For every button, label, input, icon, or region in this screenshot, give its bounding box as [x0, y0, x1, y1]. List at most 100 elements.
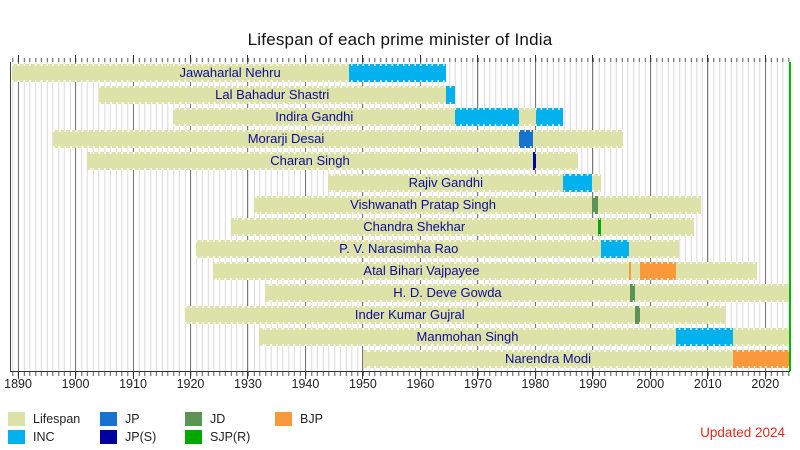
year-tick-dashes: [173, 124, 564, 126]
year-tick-dashes: [52, 130, 624, 132]
lifespan-bar: [362, 350, 790, 368]
decade-tick-bottom: [362, 372, 364, 379]
decade-gridline: [189, 62, 191, 371]
decade-tick-top: [247, 55, 249, 62]
pm-row: P. V. Narasimha Rao: [10, 240, 790, 258]
decade-tick-bottom: [132, 372, 134, 379]
decade-tick-top: [707, 55, 709, 62]
year-tick-dashes: [196, 256, 679, 258]
legend-item-BJP: BJP: [275, 410, 375, 428]
pm-name-label: Vishwanath Pratap Singh: [350, 197, 496, 212]
pm-row: Indira Gandhi: [10, 108, 790, 126]
decade-tick-bottom: [17, 372, 19, 379]
legend-label: JP: [125, 412, 140, 426]
legend-swatch: [275, 412, 292, 426]
decade-gridline: [17, 62, 19, 371]
year-tick-dashes: [213, 278, 758, 280]
decade-tick-bottom: [707, 372, 709, 379]
decade-tick-bottom: [247, 372, 249, 379]
decade-tick-bottom: [649, 372, 651, 379]
year-tick-dashes: [362, 366, 790, 368]
decade-tick-top: [362, 55, 364, 62]
x-tick-label: 2020: [751, 377, 780, 391]
x-tick-label: 2000: [636, 377, 665, 391]
year-tick-dashes: [213, 262, 758, 264]
plot-area: Jawaharlal Nehru Lal Bahadur Shastri Indir…: [10, 62, 791, 372]
decade-gridline: [75, 62, 77, 371]
decade-gridline: [592, 62, 594, 371]
year-tick-dashes: [230, 218, 694, 220]
pm-name-label: Inder Kumar Gujral: [354, 307, 465, 322]
decade-tick-top: [477, 55, 479, 62]
lifespan-bar: [52, 130, 624, 148]
lifespan-bar: [184, 306, 725, 324]
x-tick-label: 1910: [119, 377, 147, 391]
decade-tick-bottom: [75, 372, 77, 379]
lifespan-bar: [230, 218, 694, 236]
x-tick-label: 2010: [693, 377, 722, 391]
term-segment-SJP(R): [597, 218, 602, 236]
x-tick-label: 1930: [234, 377, 262, 391]
pm-row: Charan Singh: [10, 152, 790, 170]
legend-item-JD: JD: [185, 410, 275, 428]
term-segment-JD: [634, 306, 641, 324]
decade-gridline: [132, 62, 134, 371]
term-segment-INC: [601, 240, 630, 258]
year-tick-dashes: [87, 152, 578, 154]
legend: Lifespan INC JP JP(S) JD SJP(R) BJP: [8, 410, 375, 446]
term-segment-JD: [592, 196, 598, 214]
decade-tick-top: [132, 55, 134, 62]
term-segment-INC: [349, 64, 446, 82]
decade-gridline: [534, 62, 536, 371]
legend-swatch: [185, 412, 202, 426]
year-tick-dashes: [173, 108, 564, 110]
x-tick-label: 1970: [463, 377, 492, 391]
lifespan-bar: [98, 86, 456, 104]
legend-label: JP(S): [125, 430, 157, 444]
year-tick-dashes: [259, 344, 790, 346]
decade-tick-bottom: [534, 372, 536, 379]
decade-tick-top: [304, 55, 306, 62]
term-segment-INC: [445, 86, 456, 104]
x-tick-label: 1960: [406, 377, 435, 391]
x-tick-label: 1940: [291, 377, 320, 391]
decade-gridline: [419, 62, 421, 371]
year-tick-dashes: [196, 240, 679, 242]
year-tick-dashes: [328, 190, 601, 192]
lifespan-bar: [259, 328, 790, 346]
legend-swatch: [100, 412, 117, 426]
legend-label: JD: [210, 412, 226, 426]
term-segment-JD: [629, 284, 635, 302]
year-tick-dashes: [98, 86, 456, 88]
year-tick-dashes: [87, 168, 578, 170]
decade-tick-top: [592, 55, 594, 62]
pm-row: Jawaharlal Nehru: [10, 64, 790, 82]
updated-note: Updated 2024: [700, 425, 785, 440]
x-tick-label: 1950: [349, 377, 377, 391]
lifespan-bar: [87, 152, 578, 170]
year-tick-dashes: [328, 174, 601, 176]
lifespan-bar: [253, 196, 702, 214]
x-tick-label: 1920: [176, 377, 205, 391]
term-segment-BJP: [733, 350, 790, 368]
decade-tick-top: [534, 55, 536, 62]
pm-row: Atal Bihari Vajpayee: [10, 262, 790, 280]
year-tick-dashes: [265, 300, 790, 302]
term-segment-BJP: [640, 262, 676, 280]
pm-name-label: Lal Bahadur Shastri: [215, 87, 330, 102]
lifespan-bar: [328, 174, 601, 192]
decade-tick-top: [764, 55, 766, 62]
x-tick-label: 1980: [521, 377, 550, 391]
legend-swatch: [100, 430, 117, 444]
year-tick-dashes: [184, 322, 725, 324]
year-tick-dashes: [362, 350, 790, 352]
pm-name-label: Charan Singh: [270, 153, 350, 168]
decade-tick-bottom: [592, 372, 594, 379]
y-axis-line: [10, 62, 11, 371]
pm-row: Morarji Desai: [10, 130, 790, 148]
year-tick-dashes: [265, 284, 790, 286]
decade-tick-top: [419, 55, 421, 62]
pm-name-label: P. V. Narasimha Rao: [339, 241, 459, 256]
x-tick-label: 1900: [61, 377, 90, 391]
